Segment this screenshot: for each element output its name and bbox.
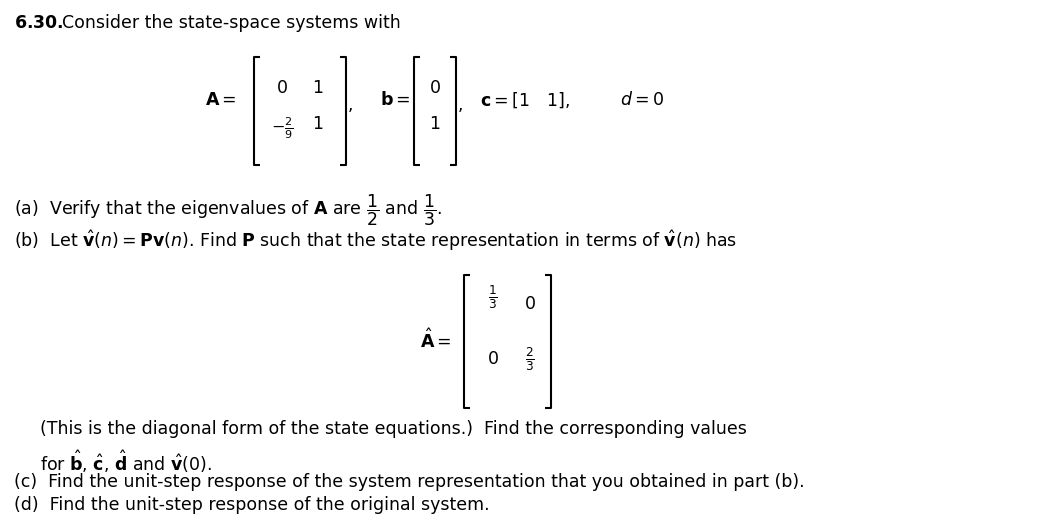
Text: $0$: $0$ (523, 295, 536, 313)
Text: $0$: $0$ (486, 349, 499, 367)
Text: $-\frac{2}{9}$: $-\frac{2}{9}$ (271, 115, 293, 141)
Text: Consider the state-space systems with: Consider the state-space systems with (62, 14, 401, 32)
Text: ,: , (458, 96, 464, 114)
Text: $\mathbf{6.30.}$: $\mathbf{6.30.}$ (14, 14, 63, 32)
Text: $\mathbf{b} =$: $\mathbf{b} =$ (381, 91, 410, 109)
Text: (d)  Find the unit-step response of the original system.: (d) Find the unit-step response of the o… (14, 496, 489, 514)
Text: $\mathbf{c} = [1 \quad 1],$: $\mathbf{c} = [1 \quad 1],$ (480, 90, 570, 110)
Text: ,: , (348, 96, 353, 114)
Text: $0$: $0$ (276, 79, 288, 97)
Text: $\hat{\mathbf{A}}=$: $\hat{\mathbf{A}}=$ (420, 328, 451, 352)
Text: $1$: $1$ (312, 79, 323, 97)
Text: $1$: $1$ (312, 115, 323, 133)
Text: $0$: $0$ (429, 79, 441, 97)
Text: for $\hat{\mathbf{b}}$, $\hat{\mathbf{c}}$, $\hat{\mathbf{d}}$ and $\hat{\mathbf: for $\hat{\mathbf{b}}$, $\hat{\mathbf{c}… (40, 448, 212, 475)
Text: $d = 0$: $d = 0$ (620, 91, 664, 109)
Text: $\mathbf{A} =$: $\mathbf{A} =$ (205, 91, 237, 109)
Text: (c)  Find the unit-step response of the system representation that you obtained : (c) Find the unit-step response of the s… (14, 473, 804, 491)
Text: $\frac{1}{3}$: $\frac{1}{3}$ (487, 283, 498, 311)
Text: $\frac{2}{3}$: $\frac{2}{3}$ (524, 346, 535, 373)
Text: (This is the diagonal form of the state equations.)  Find the corresponding valu: (This is the diagonal form of the state … (40, 420, 747, 438)
Text: (b)  Let $\hat{\mathbf{v}}(n) = \mathbf{P}\mathbf{v}(n)$. Find $\mathbf{P}$ such: (b) Let $\hat{\mathbf{v}}(n) = \mathbf{P… (14, 228, 737, 253)
Text: $1$: $1$ (429, 115, 441, 133)
Text: (a)  Verify that the eigenvalues of $\mathbf{A}$ are $\dfrac{1}{2}$ and $\dfrac{: (a) Verify that the eigenvalues of $\mat… (14, 193, 442, 229)
